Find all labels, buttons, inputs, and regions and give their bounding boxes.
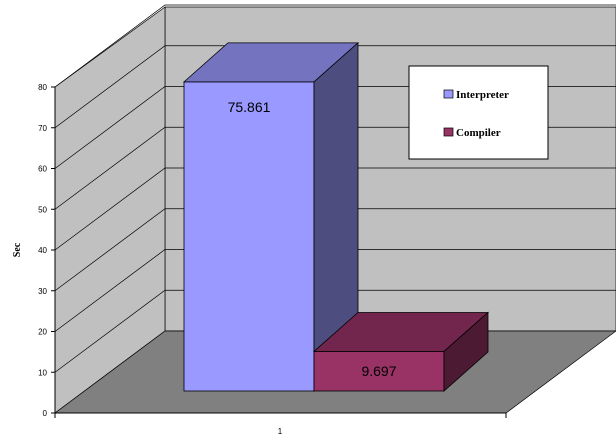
gridline [54,167,616,251]
y-axis: 0 10 20 30 40 50 60 70 80 [38,83,507,418]
y-tick-label: 10 [38,368,47,377]
legend: Interpreter Compiler [408,65,549,160]
y-tick-label: 40 [38,246,47,255]
bar-front-interpreter [183,81,315,392]
y-tick-label: 20 [38,328,47,337]
x-tick-label: 1 [278,427,283,436]
bar-side-compiler [443,311,489,392]
y-tick-label: 70 [38,124,47,133]
bars [182,41,490,392]
legend-swatch-compiler [443,127,454,137]
data-labels: 75.861 9.697 [228,99,397,379]
gridline [54,4,616,88]
data-label-compiler: 9.697 [361,363,396,379]
gridline [54,45,616,129]
y-tick-label: 50 [38,205,47,214]
y-tick-label: 0 [43,409,48,418]
gridline [54,208,616,292]
y-axis-title: Sec [12,242,23,257]
y-tick-label: 30 [38,287,47,296]
y-tick-label: 80 [38,83,47,92]
legend-label-interpreter: Interpreter [456,89,509,101]
gridline [54,289,616,373]
legend-label-compiler: Compiler [456,127,501,139]
y-tick-label: 60 [38,165,47,174]
legend-swatch-interpreter [443,89,454,99]
legend-box [408,65,549,160]
gridline [54,249,616,332]
data-label-interpreter: 75.861 [228,99,271,115]
